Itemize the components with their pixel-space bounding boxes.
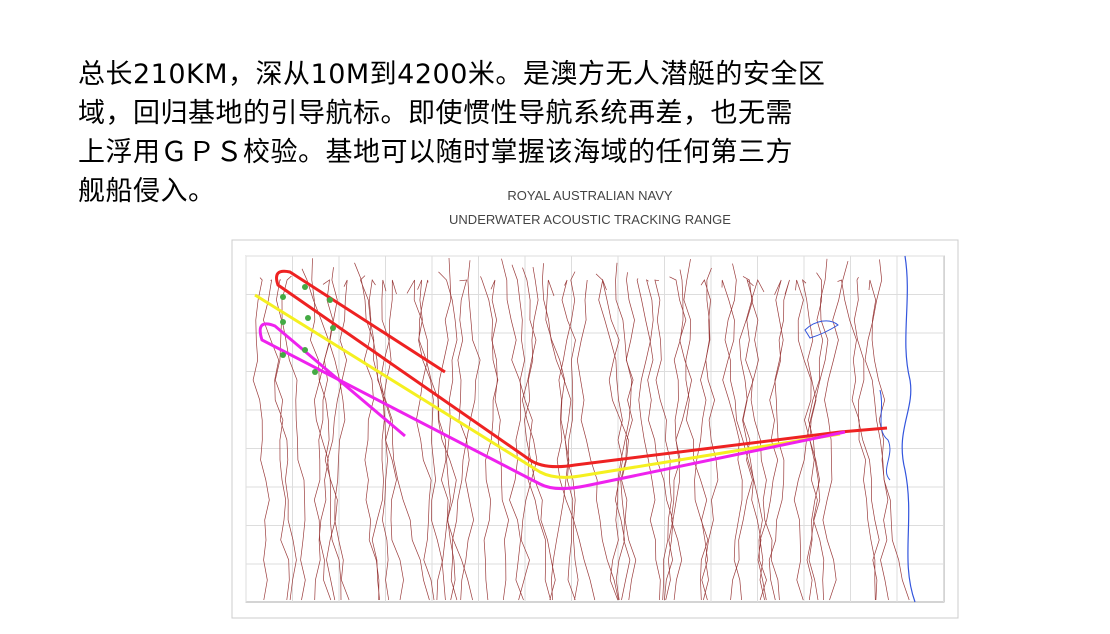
track-red — [275, 269, 888, 469]
contour — [263, 279, 290, 601]
contour — [802, 278, 825, 601]
contour — [620, 272, 635, 601]
contour — [310, 258, 338, 601]
contour — [730, 276, 753, 601]
body-text: 域，回归基地的引导航标。即使惯性导航系统再差，也无需 — [78, 98, 793, 129]
contour — [665, 269, 684, 601]
hydrophones — [280, 284, 336, 375]
contour — [327, 279, 348, 601]
contour — [354, 262, 430, 601]
contour — [806, 272, 824, 601]
contour — [501, 258, 551, 601]
contour — [556, 271, 579, 601]
contour — [406, 279, 435, 601]
contour — [480, 276, 509, 601]
contour — [759, 279, 790, 601]
contour — [745, 278, 780, 601]
contour — [545, 279, 596, 601]
contour — [281, 275, 306, 601]
coastline — [901, 255, 916, 603]
contour — [721, 279, 743, 601]
contour — [313, 267, 338, 601]
contour — [576, 279, 619, 601]
contour — [450, 260, 481, 601]
contour — [438, 271, 458, 601]
contour — [437, 257, 473, 601]
map-title: UNDERWATER ACOUSTIC TRACKING RANGE — [449, 212, 731, 227]
contour — [359, 275, 404, 601]
contours — [252, 257, 910, 601]
map-grid — [245, 255, 944, 602]
contour — [654, 279, 672, 601]
contour — [379, 279, 397, 601]
track-magenta — [258, 322, 846, 491]
contour — [252, 277, 270, 601]
contour — [418, 279, 449, 601]
contour — [274, 279, 297, 601]
contour — [301, 268, 350, 601]
contour — [768, 279, 785, 601]
contour — [598, 278, 626, 601]
contour — [703, 267, 719, 601]
contour — [363, 279, 380, 601]
contour — [551, 279, 576, 601]
body-text: 总长210KM，深从10M到4200米。是澳方无人潜艇的安全区 — [78, 59, 826, 90]
contour — [542, 263, 576, 601]
body-text: 上浮用ＧＰＳ校验。基地可以随时掌握该海域的任何第三方 — [78, 137, 793, 168]
track-yellow — [254, 293, 841, 479]
contour — [669, 276, 692, 601]
contour — [518, 267, 538, 601]
map-frame — [231, 239, 959, 619]
map-title: ROYAL AUSTRALIAN NAVY — [507, 188, 673, 203]
coastline — [879, 389, 891, 481]
contour — [483, 279, 499, 601]
contour — [724, 263, 767, 601]
contour — [795, 279, 820, 601]
contour — [609, 262, 632, 601]
body-text: 舰船侵入。 — [78, 176, 216, 207]
contour — [636, 278, 674, 601]
contour — [638, 279, 661, 601]
contour — [524, 267, 556, 601]
contour — [371, 279, 392, 601]
contour — [822, 260, 849, 601]
coastline — [804, 320, 839, 339]
contour — [509, 264, 525, 601]
contour — [417, 279, 446, 601]
contour — [683, 258, 708, 601]
contour — [595, 273, 637, 601]
contour — [793, 258, 829, 601]
contour — [457, 279, 474, 601]
contour — [314, 279, 334, 601]
